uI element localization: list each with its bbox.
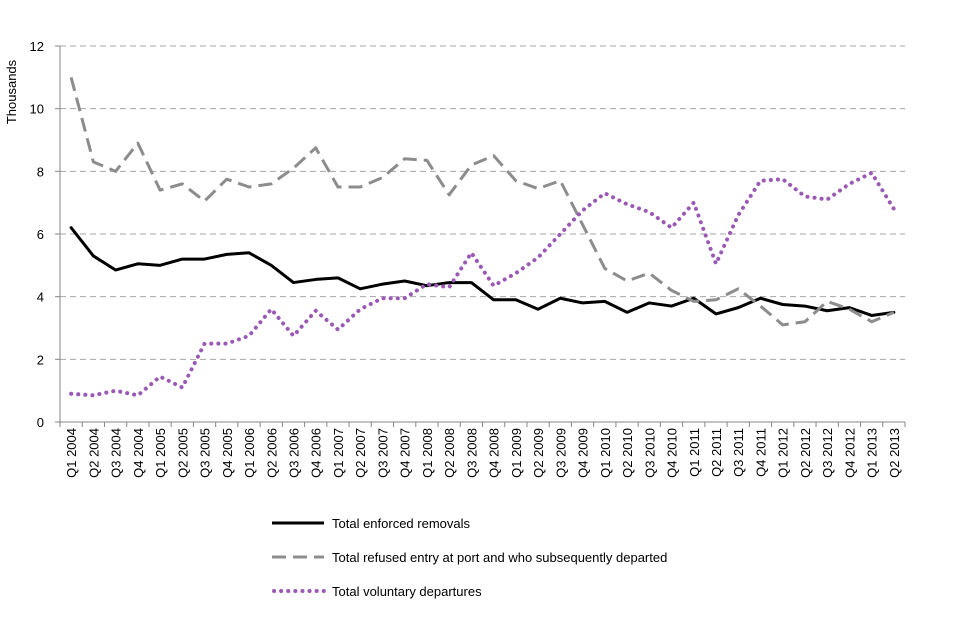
legend-label-enforced-removals: Total enforced removals — [332, 515, 471, 531]
x-tick-label: Q3 2004 — [109, 428, 124, 478]
x-tick-label: Q2 2004 — [86, 428, 101, 478]
x-tick-label: Q4 2010 — [665, 428, 680, 478]
legend-swatch-voluntary-departures — [272, 589, 328, 593]
axes — [55, 45, 906, 427]
x-axis-tick-labels: Q1 2004 Q2 2004 Q3 2004 Q4 2004 Q1 2005 Q2 20… — [64, 428, 902, 478]
series-line-total-refused-entry-at-port-and-who-subsequently-departed — [69, 76, 895, 327]
y-tick-label: 8 — [37, 164, 44, 179]
x-tick-label: Q1 2012 — [776, 428, 791, 478]
x-tick-label: Q3 2006 — [286, 428, 301, 478]
x-tick-label: Q1 2007 — [331, 428, 346, 478]
x-tick-label: Q3 2011 — [731, 428, 746, 477]
y-tick-label: 10 — [30, 102, 44, 117]
legend-label-refused-entry: Total refused entry at port and who subs… — [332, 549, 668, 565]
x-tick-label: Q4 2009 — [576, 428, 591, 478]
series-line-total-enforced-removals — [69, 226, 896, 317]
x-tick-label: Q2 2012 — [798, 428, 813, 478]
y-tick-label: 0 — [37, 415, 44, 430]
x-tick-label: Q4 2005 — [220, 428, 235, 478]
x-tick-label: Q4 2008 — [487, 428, 502, 478]
x-tick-label: Q3 2009 — [553, 428, 568, 478]
y-axis-tick-labels: 0 2 4 6 8 10 12 — [30, 39, 44, 430]
x-tick-label: Q2 2009 — [531, 428, 546, 478]
legend: Total enforced removals Total refused en… — [272, 506, 667, 608]
legend-label-voluntary-departures: Total voluntary departures — [332, 583, 482, 599]
y-tick-label: 6 — [37, 227, 44, 242]
y-axis-label: Thousands — [4, 59, 19, 124]
legend-item-enforced-removals: Total enforced removals — [272, 506, 667, 540]
x-tick-label: Q1 2006 — [242, 428, 257, 478]
y-tick-label: 12 — [30, 39, 44, 54]
x-tick-label: Q2 2008 — [442, 428, 457, 478]
legend-swatch-enforced-removals — [272, 521, 324, 525]
x-tick-label: Q4 2012 — [842, 428, 857, 478]
x-tick-label: Q2 2006 — [264, 428, 279, 478]
x-tick-label: Q2 2011 — [709, 428, 724, 477]
x-tick-label: Q2 2013 — [887, 428, 902, 478]
x-tick-label: Q3 2005 — [198, 428, 213, 478]
x-tick-label: Q1 2009 — [509, 428, 524, 478]
x-tick-label: Q2 2010 — [620, 428, 635, 478]
y-tick-label: 2 — [37, 352, 44, 367]
x-tick-label: Q1 2011 — [687, 428, 702, 477]
x-tick-label: Q2 2005 — [175, 428, 190, 478]
x-tick-label: Q3 2008 — [464, 428, 479, 478]
x-tick-label: Q3 2007 — [375, 428, 390, 478]
x-tick-label: Q4 2007 — [398, 428, 413, 478]
x-tick-label: Q3 2010 — [642, 428, 657, 478]
x-tick-label: Q1 2004 — [64, 428, 79, 478]
x-tick-label: Q3 2012 — [820, 428, 835, 478]
x-tick-label: Q1 2013 — [865, 428, 880, 478]
y-tick-label: 4 — [37, 290, 44, 305]
series-lines — [69, 76, 896, 398]
x-tick-label: Q1 2005 — [153, 428, 168, 478]
series-line-total-voluntary-departures — [69, 170, 896, 398]
legend-item-refused-entry: Total refused entry at port and who subs… — [272, 540, 667, 574]
x-tick-label: Q4 2011 — [753, 428, 768, 477]
x-tick-label: Q2 2007 — [353, 428, 368, 478]
x-tick-label: Q1 2010 — [598, 428, 613, 478]
legend-item-voluntary-departures: Total voluntary departures — [272, 574, 667, 608]
gridlines — [60, 45, 905, 360]
legend-swatch-refused-entry — [272, 555, 324, 559]
x-tick-label: Q4 2004 — [131, 428, 146, 478]
x-tick-label: Q4 2006 — [309, 428, 324, 478]
x-tick-label: Q1 2008 — [420, 428, 435, 478]
